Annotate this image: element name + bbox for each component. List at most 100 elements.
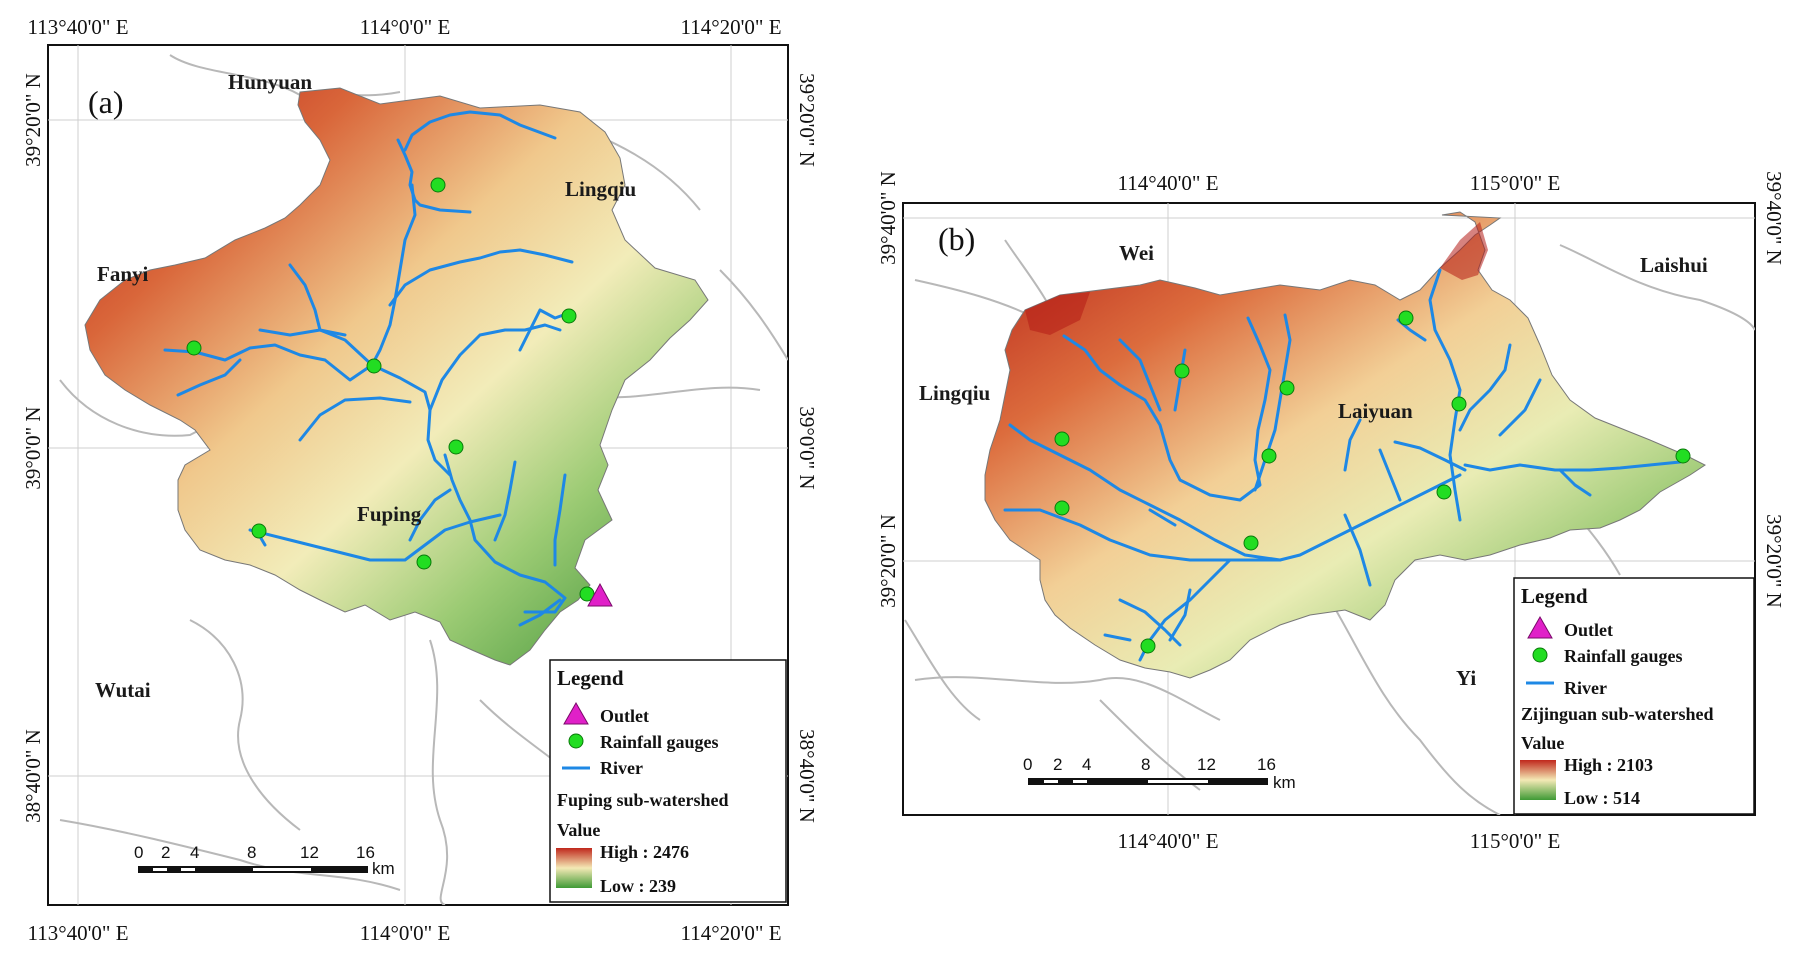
place-laiyuan: Laiyuan	[1338, 399, 1413, 423]
gauge-marker	[1398, 310, 1414, 326]
panel-a-label: (a)	[88, 84, 124, 120]
panel-a-left-tick: 39°20'0" N	[21, 73, 45, 167]
place-wutai: Wutai	[95, 678, 151, 702]
panel-a-left-tick: 39°0'0" N	[21, 406, 45, 489]
place-hunyuan: Hunyuan	[228, 70, 312, 94]
dem-highland-patch	[1025, 292, 1090, 335]
zijinguan-watershed-dem	[984, 211, 1706, 679]
scale-a-tick: 12	[300, 843, 319, 862]
legend-b-low: Low : 514	[1564, 788, 1640, 808]
scale-b-unit: km	[1273, 773, 1296, 792]
gauge-marker	[1675, 448, 1691, 464]
panel-a-top-tick: 114°20'0" E	[680, 15, 781, 39]
legend-a: Legend Outlet Rainfall gauges River Fupi…	[549, 659, 787, 903]
gauge-marker	[1436, 484, 1452, 500]
legend-b-watershed: Zijinguan sub-watershed	[1521, 704, 1714, 724]
panel-b-label: (b)	[938, 221, 975, 257]
legend-gauge-icon	[1532, 647, 1548, 663]
panel-a-top-tick: 113°40'0" E	[27, 15, 128, 39]
legend-b-title: Legend	[1521, 584, 1588, 608]
panel-b: Wei Laishui Lingqiu Laiyuan Yi (b) Legen…	[876, 171, 1786, 853]
legend-b-ramp	[1520, 760, 1556, 800]
panel-a-right-tick: 39°0'0" N	[795, 406, 819, 489]
gauge-marker	[251, 523, 267, 539]
legend-b: Legend Outlet Rainfall gauges River Ziji…	[1513, 577, 1755, 815]
scale-b-tick: 8	[1141, 755, 1150, 774]
gauge-marker	[1261, 448, 1277, 464]
panel-a-right-tick: 39°20'0" N	[795, 73, 819, 167]
legend-a-watershed: Fuping sub-watershed	[557, 790, 729, 810]
place-laishui: Laishui	[1640, 253, 1708, 277]
panel-a: Hunyuan Lingqiu Fanyi Fuping Wutai (a) L…	[21, 15, 819, 945]
panel-a-right-tick: 38°40'0" N	[795, 729, 819, 823]
gauge-marker	[1174, 363, 1190, 379]
legend-b-value: Value	[1521, 733, 1564, 753]
place-yi: Yi	[1456, 666, 1476, 690]
outlet-marker-a	[587, 582, 613, 607]
rainfall-gauges-a	[186, 177, 595, 602]
legend-a-river: River	[600, 758, 643, 778]
scale-a-tick: 0	[134, 843, 143, 862]
panel-b-bottom-tick: 115°0'0" E	[1470, 829, 1561, 853]
place-fanyi: Fanyi	[97, 262, 149, 286]
scale-b-tick: 4	[1082, 755, 1091, 774]
scale-bar-b: 0 2 4 8 12 16 km	[1023, 755, 1296, 792]
scale-b-tick: 16	[1257, 755, 1276, 774]
panel-a-bottom-tick: 114°20'0" E	[680, 921, 781, 945]
scale-a-tick: 8	[247, 843, 256, 862]
legend-a-title: Legend	[557, 666, 624, 690]
panel-a-left-tick: 38°40'0" N	[21, 729, 45, 823]
gauge-marker	[430, 177, 446, 193]
panel-a-top-tick: 114°0'0" E	[360, 15, 451, 39]
legend-a-high: High : 2476	[600, 842, 689, 862]
panel-b-bottom-tick: 114°40'0" E	[1117, 829, 1218, 853]
panel-b-right-tick: 39°20'0" N	[1762, 514, 1786, 608]
gauge-marker	[448, 439, 464, 455]
scale-bar-a: 0 2 4 8 12 16 km	[134, 843, 395, 878]
legend-b-outlet: Outlet	[1564, 620, 1613, 640]
panel-b-left-tick: 39°40'0" N	[876, 171, 900, 265]
legend-b-gauges: Rainfall gauges	[1564, 646, 1683, 666]
panel-b-right-tick: 39°40'0" N	[1762, 171, 1786, 265]
gauge-marker	[1054, 431, 1070, 447]
place-lingqiu: Lingqiu	[565, 177, 637, 201]
legend-a-value: Value	[557, 820, 600, 840]
gauge-marker	[1243, 535, 1259, 551]
panel-a-bottom-tick: 113°40'0" E	[27, 921, 128, 945]
gauge-marker	[186, 340, 202, 356]
rainfall-gauges-b	[1054, 310, 1691, 654]
scale-b-tick: 12	[1197, 755, 1216, 774]
panel-b-left-tick: 39°20'0" N	[876, 514, 900, 608]
legend-b-high: High : 2103	[1564, 755, 1653, 775]
gauge-marker	[1451, 396, 1467, 412]
legend-outlet-icon	[1527, 615, 1553, 639]
gauge-marker	[416, 554, 432, 570]
scale-b-tick: 0	[1023, 755, 1032, 774]
legend-outlet-icon	[563, 701, 589, 725]
gauge-marker	[1054, 500, 1070, 516]
legend-a-outlet: Outlet	[600, 706, 649, 726]
dem-highland-patch	[1440, 222, 1488, 280]
scale-a-tick: 16	[356, 843, 375, 862]
place-wei: Wei	[1119, 241, 1154, 265]
legend-gauge-icon	[568, 733, 584, 749]
panel-b-top-tick: 115°0'0" E	[1470, 171, 1561, 195]
gauge-marker	[366, 358, 382, 374]
place-fuping: Fuping	[357, 502, 422, 526]
scale-a-tick: 4	[190, 843, 199, 862]
legend-a-box	[549, 659, 787, 903]
panel-a-bottom-tick: 114°0'0" E	[360, 921, 451, 945]
legend-a-ramp	[556, 848, 592, 888]
scale-a-tick: 2	[161, 843, 170, 862]
panel-b-top-tick: 114°40'0" E	[1117, 171, 1218, 195]
scale-b-tick: 2	[1053, 755, 1062, 774]
legend-a-gauges: Rainfall gauges	[600, 732, 719, 752]
scale-a-unit: km	[372, 859, 395, 878]
gauge-marker	[1140, 638, 1156, 654]
gauge-marker	[1279, 380, 1295, 396]
place-lingqiu-b: Lingqiu	[919, 381, 991, 405]
legend-b-river: River	[1564, 678, 1607, 698]
legend-a-low: Low : 239	[600, 876, 676, 896]
gauge-marker	[561, 308, 577, 324]
